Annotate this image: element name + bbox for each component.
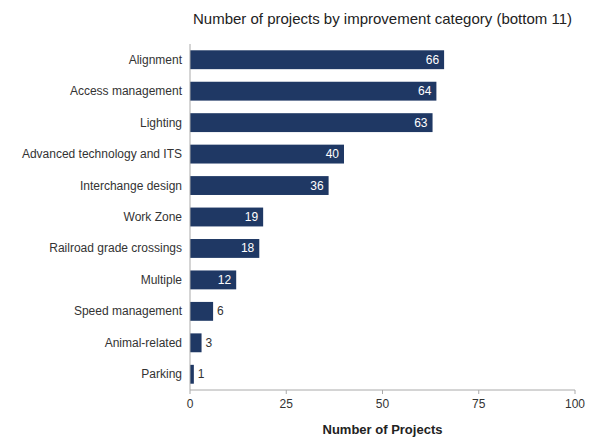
bar	[190, 333, 202, 352]
x-tick-label: 25	[280, 397, 294, 411]
category-label: Parking	[141, 367, 182, 381]
category-label: Multiple	[141, 273, 183, 287]
data-label: 36	[310, 179, 324, 193]
bar	[190, 113, 433, 132]
bar	[190, 176, 329, 195]
y-axis-line	[190, 44, 191, 390]
data-label: 63	[414, 116, 428, 130]
x-tick-label: 100	[565, 397, 585, 411]
data-label: 12	[218, 273, 232, 287]
data-label: 1	[198, 367, 205, 381]
x-tick	[575, 390, 576, 394]
bar	[190, 302, 213, 321]
bar	[190, 270, 236, 289]
data-label: 18	[241, 241, 255, 255]
x-tick	[190, 390, 191, 394]
category-label: Animal-related	[105, 336, 182, 350]
data-label: 66	[426, 53, 440, 67]
bar	[190, 82, 436, 101]
x-axis-label: Number of Projects	[323, 422, 443, 437]
data-label: 3	[206, 336, 213, 350]
x-tick	[382, 390, 383, 394]
category-label: Lighting	[140, 116, 182, 130]
category-label: Alignment	[129, 53, 183, 67]
category-label: Advanced technology and ITS	[22, 147, 182, 161]
bar	[190, 145, 344, 164]
x-tick-label: 0	[187, 397, 194, 411]
bar	[190, 50, 444, 69]
category-label: Interchange design	[80, 179, 182, 193]
title: Number of projects by improvement catego…	[193, 10, 572, 27]
data-label: 40	[326, 147, 340, 161]
data-label: 6	[217, 304, 224, 318]
x-tick	[286, 390, 287, 394]
data-label: 64	[418, 84, 432, 98]
chart: Number of projects by improvement catego…	[0, 0, 600, 446]
category-label: Work Zone	[124, 210, 183, 224]
bar	[190, 365, 194, 384]
bars	[190, 50, 444, 383]
bar	[190, 239, 259, 258]
category-label: Speed management	[74, 304, 183, 318]
x-tick-label: 50	[376, 397, 390, 411]
x-tick	[478, 390, 479, 394]
category-label: Railroad grade crossings	[49, 241, 182, 255]
data-label: 19	[245, 210, 259, 224]
category-label: Access management	[70, 84, 183, 98]
x-tick-label: 75	[472, 397, 486, 411]
bar	[190, 208, 263, 227]
